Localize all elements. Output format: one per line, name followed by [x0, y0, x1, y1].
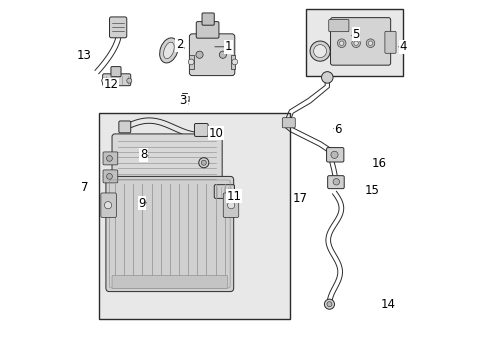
Text: 14: 14: [380, 298, 395, 311]
FancyBboxPatch shape: [282, 118, 295, 128]
Bar: [231, 55, 235, 69]
FancyBboxPatch shape: [384, 31, 395, 53]
Bar: [99, 113, 289, 319]
Bar: [305, 9, 402, 76]
Bar: [180, 96, 188, 101]
FancyBboxPatch shape: [111, 67, 121, 77]
Text: 5: 5: [352, 28, 359, 41]
Circle shape: [351, 39, 360, 48]
FancyBboxPatch shape: [194, 123, 208, 136]
Circle shape: [227, 202, 234, 209]
FancyBboxPatch shape: [106, 176, 233, 292]
FancyBboxPatch shape: [103, 152, 118, 165]
Text: 10: 10: [208, 127, 223, 140]
Circle shape: [219, 51, 226, 58]
Circle shape: [181, 100, 187, 108]
Text: 12: 12: [103, 78, 119, 91]
Text: 2: 2: [176, 39, 183, 51]
Bar: [182, 93, 186, 105]
FancyBboxPatch shape: [327, 176, 344, 189]
Circle shape: [231, 59, 237, 65]
FancyBboxPatch shape: [326, 148, 343, 162]
Circle shape: [321, 72, 332, 83]
FancyBboxPatch shape: [189, 34, 234, 76]
Ellipse shape: [159, 38, 178, 63]
Circle shape: [104, 202, 111, 209]
FancyBboxPatch shape: [223, 193, 238, 217]
Circle shape: [332, 179, 339, 185]
Text: 16: 16: [371, 157, 386, 170]
Circle shape: [330, 151, 337, 158]
Circle shape: [182, 102, 186, 106]
Text: 11: 11: [226, 190, 241, 203]
Circle shape: [326, 302, 331, 307]
Circle shape: [366, 39, 374, 48]
FancyBboxPatch shape: [109, 17, 126, 38]
Circle shape: [106, 174, 112, 179]
FancyBboxPatch shape: [102, 74, 130, 86]
Circle shape: [188, 59, 194, 65]
FancyBboxPatch shape: [214, 185, 234, 198]
Text: 4: 4: [398, 40, 406, 53]
FancyBboxPatch shape: [112, 275, 227, 288]
FancyBboxPatch shape: [202, 13, 214, 25]
Circle shape: [102, 78, 106, 83]
Circle shape: [353, 41, 358, 45]
Circle shape: [324, 299, 334, 309]
Circle shape: [367, 41, 372, 45]
Text: 17: 17: [292, 192, 307, 204]
FancyBboxPatch shape: [330, 18, 390, 65]
Text: 6: 6: [334, 123, 341, 136]
FancyBboxPatch shape: [328, 19, 348, 32]
Text: 7: 7: [81, 181, 88, 194]
Circle shape: [126, 78, 132, 83]
FancyBboxPatch shape: [119, 121, 130, 133]
Circle shape: [313, 45, 326, 58]
Text: 9: 9: [138, 197, 145, 210]
Text: 3: 3: [179, 94, 186, 107]
Circle shape: [339, 41, 343, 45]
Circle shape: [196, 51, 203, 58]
FancyBboxPatch shape: [196, 22, 219, 38]
Text: 15: 15: [364, 184, 379, 197]
Circle shape: [106, 156, 112, 161]
FancyBboxPatch shape: [101, 193, 116, 217]
Text: 8: 8: [140, 148, 147, 161]
Circle shape: [199, 158, 208, 168]
FancyBboxPatch shape: [103, 170, 118, 183]
Text: 13: 13: [77, 49, 92, 62]
Circle shape: [337, 39, 346, 48]
Bar: [189, 55, 193, 69]
Circle shape: [201, 160, 206, 165]
Circle shape: [309, 41, 329, 61]
Ellipse shape: [163, 42, 174, 59]
Text: 1: 1: [224, 40, 232, 53]
FancyBboxPatch shape: [112, 134, 222, 186]
